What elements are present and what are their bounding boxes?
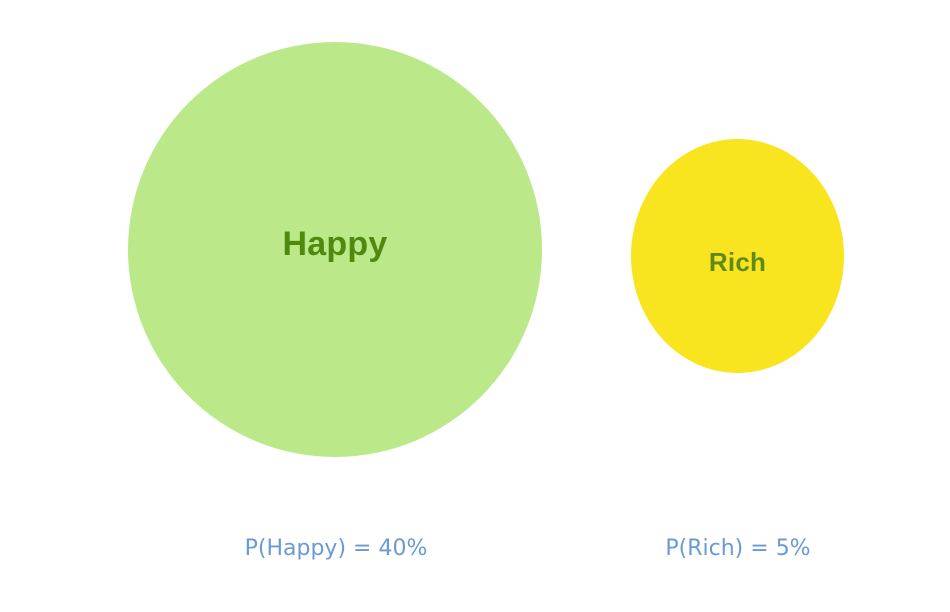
- rich-set-label: Rich: [708, 246, 767, 277]
- happy-set-label: Happy: [282, 225, 388, 263]
- happy-set-circle: Happy: [128, 42, 542, 457]
- happy-probability-caption: P(Happy) = 40%: [244, 536, 428, 561]
- rich-probability-caption: P(Rich) = 5%: [665, 536, 811, 561]
- rich-set-circle: Rich: [631, 139, 844, 373]
